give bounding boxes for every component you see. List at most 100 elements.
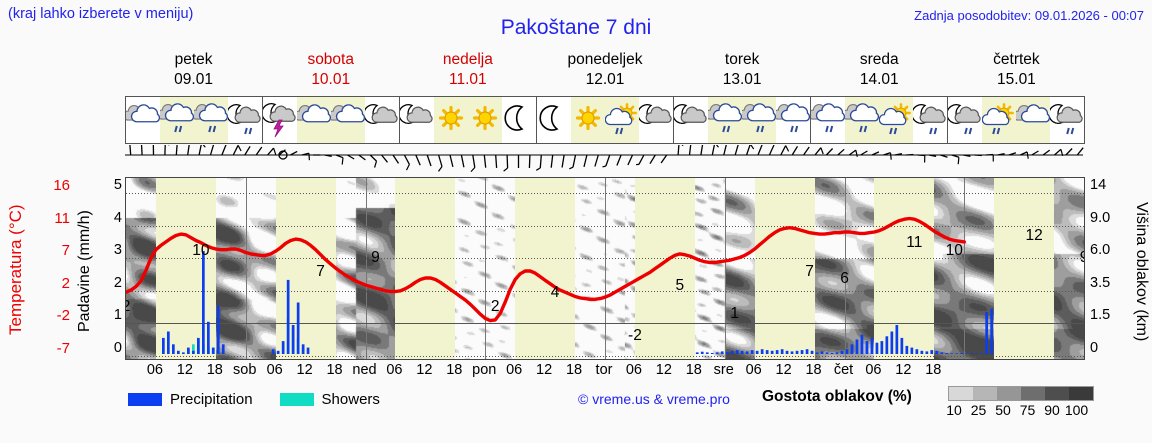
day-header-6: četrtek 15.01 bbox=[948, 50, 1085, 92]
night-cloudy-icon bbox=[400, 97, 434, 143]
cloudy-icon bbox=[126, 97, 160, 143]
horizontal-gridline bbox=[126, 356, 1084, 357]
icon-day-6 bbox=[948, 97, 1084, 143]
last-update-label: Zadnja posodobitev: 09.01.2026 - 00:07 bbox=[914, 8, 1144, 23]
icon-day-0 bbox=[126, 97, 263, 143]
precipitation-axis-ticks: 5 4 3 2 1 0 bbox=[100, 162, 122, 372]
x-tick-label: 12 bbox=[416, 362, 433, 378]
x-tick-label: 06 bbox=[625, 362, 643, 378]
day-header-row: petek 09.01 sobota 10.01 nedelja 11.01 ponedel… bbox=[125, 50, 1085, 92]
day-date: 13.01 bbox=[722, 71, 762, 88]
x-tick-label: 18 bbox=[805, 362, 822, 378]
cloudy-icon bbox=[297, 97, 331, 143]
temperature-value-label: 11 bbox=[906, 234, 923, 252]
credit-link[interactable]: © vreme.us & vreme.pro bbox=[578, 391, 730, 407]
rain-icon bbox=[742, 97, 776, 143]
precipitation-axis-title: Padavine (mm/h) bbox=[76, 210, 93, 332]
day-divider bbox=[245, 178, 247, 359]
x-tick-label: sre bbox=[713, 362, 734, 378]
sunny-icon bbox=[571, 97, 605, 143]
x-tick-label: 06 bbox=[146, 362, 164, 378]
icon-day-5 bbox=[811, 97, 948, 143]
horizontal-gridline bbox=[126, 323, 1084, 325]
horizontal-gridline bbox=[126, 193, 1084, 194]
rain-icon bbox=[160, 97, 194, 143]
meteogram-plot: 2 10 7 9 2 4 -2 5 1 7 6 11 10 12 9 bbox=[125, 177, 1085, 360]
x-tick-label: 18 bbox=[925, 362, 942, 378]
daylight-stripe bbox=[395, 178, 456, 359]
partly-sunny-icon bbox=[879, 97, 913, 143]
night-rain-icon bbox=[948, 97, 982, 143]
x-tick-label: 06 bbox=[745, 362, 762, 378]
cloudy-icon bbox=[1016, 97, 1050, 143]
axis-tick: 4 bbox=[113, 209, 122, 226]
weather-icon-band bbox=[125, 96, 1085, 144]
wind-barb-svg bbox=[125, 141, 1084, 173]
day-name: petek bbox=[174, 51, 213, 68]
temperature-value-label: 7 bbox=[316, 262, 325, 280]
axis-tick: 0 bbox=[113, 340, 122, 356]
location-menu-note[interactable]: (kraj lahko izberete v meniju) bbox=[8, 6, 194, 22]
showers-swatch bbox=[279, 392, 314, 406]
x-tick-label: 06 bbox=[506, 362, 523, 378]
night-cloudy-icon bbox=[674, 97, 708, 143]
density-tick-label: 75 bbox=[1019, 402, 1036, 418]
sunny-icon bbox=[468, 97, 502, 143]
axis-tick: -2 bbox=[56, 307, 70, 325]
day-divider bbox=[844, 178, 846, 359]
axis-tick: 0 bbox=[1090, 340, 1099, 356]
cloud-height-axis-ticks: 14 9.0 6.0 3.5 1.5 0 bbox=[1090, 162, 1132, 372]
day-header-2: nedelja 11.01 bbox=[399, 50, 536, 92]
x-tick-label: 06 bbox=[386, 362, 403, 378]
day-name: sreda bbox=[859, 51, 899, 68]
daylight-stripe bbox=[754, 178, 815, 359]
day-divider bbox=[605, 178, 606, 359]
axis-tick: 2 bbox=[113, 274, 122, 291]
day-date: 15.01 bbox=[997, 71, 1036, 88]
daylight-stripe bbox=[994, 178, 1055, 359]
rain-icon bbox=[708, 97, 742, 143]
x-tick-label: 12 bbox=[296, 362, 313, 378]
x-tick-label: 12 bbox=[895, 362, 912, 378]
axis-tick: 1.5 bbox=[1090, 307, 1111, 324]
x-tick-label: 18 bbox=[206, 362, 223, 378]
x-tick-label: 12 bbox=[775, 362, 792, 378]
temperature-value-label: 1 bbox=[730, 305, 740, 323]
day-name: ponedeljek bbox=[567, 51, 643, 68]
day-name: četrtek bbox=[993, 51, 1040, 68]
x-tick-label: pon bbox=[472, 362, 497, 378]
partly-sunny-icon bbox=[982, 97, 1016, 143]
axis-tick: 11 bbox=[54, 209, 70, 227]
temperature-value-label: 7 bbox=[805, 262, 814, 280]
density-tick-label: 100 bbox=[1064, 402, 1089, 418]
gridlines-layer bbox=[126, 178, 1084, 359]
night-stripes-layer bbox=[126, 178, 1084, 359]
daylight-stripe bbox=[515, 178, 576, 359]
day-date: 14.01 bbox=[859, 71, 899, 88]
rain-icon bbox=[811, 97, 845, 143]
night-rain-icon bbox=[1050, 97, 1084, 143]
page-title: Pakoštane 7 dni bbox=[500, 16, 652, 39]
density-tick-label: 10 bbox=[946, 402, 962, 418]
day-header-5: sreda 14.01 bbox=[811, 50, 948, 92]
day-name: sobota bbox=[307, 51, 354, 68]
axis-tick: 16 bbox=[53, 177, 70, 194]
x-tick-label: sob bbox=[233, 362, 257, 378]
temperature-value-label: 9 bbox=[371, 248, 380, 266]
wind-barb-band bbox=[125, 141, 1085, 177]
density-tick-label: 25 bbox=[970, 402, 987, 418]
horizontal-gridline bbox=[126, 258, 1084, 260]
day-date: 12.01 bbox=[585, 71, 625, 88]
sunny-icon bbox=[434, 97, 468, 143]
temperature-value-label: 9 bbox=[1080, 249, 1084, 267]
density-tick-label: 90 bbox=[1044, 402, 1060, 418]
night-cloudy-icon bbox=[365, 97, 399, 143]
icon-day-4 bbox=[674, 97, 811, 143]
legend-label-precipitation: Precipitation bbox=[170, 390, 253, 408]
icon-day-1 bbox=[263, 97, 400, 143]
rain-icon bbox=[194, 97, 228, 143]
legend: Precipitation Showers bbox=[128, 388, 398, 410]
axis-tick: 3.5 bbox=[1090, 274, 1111, 291]
night-thunder-icon bbox=[263, 97, 297, 143]
icon-day-2 bbox=[400, 97, 537, 143]
